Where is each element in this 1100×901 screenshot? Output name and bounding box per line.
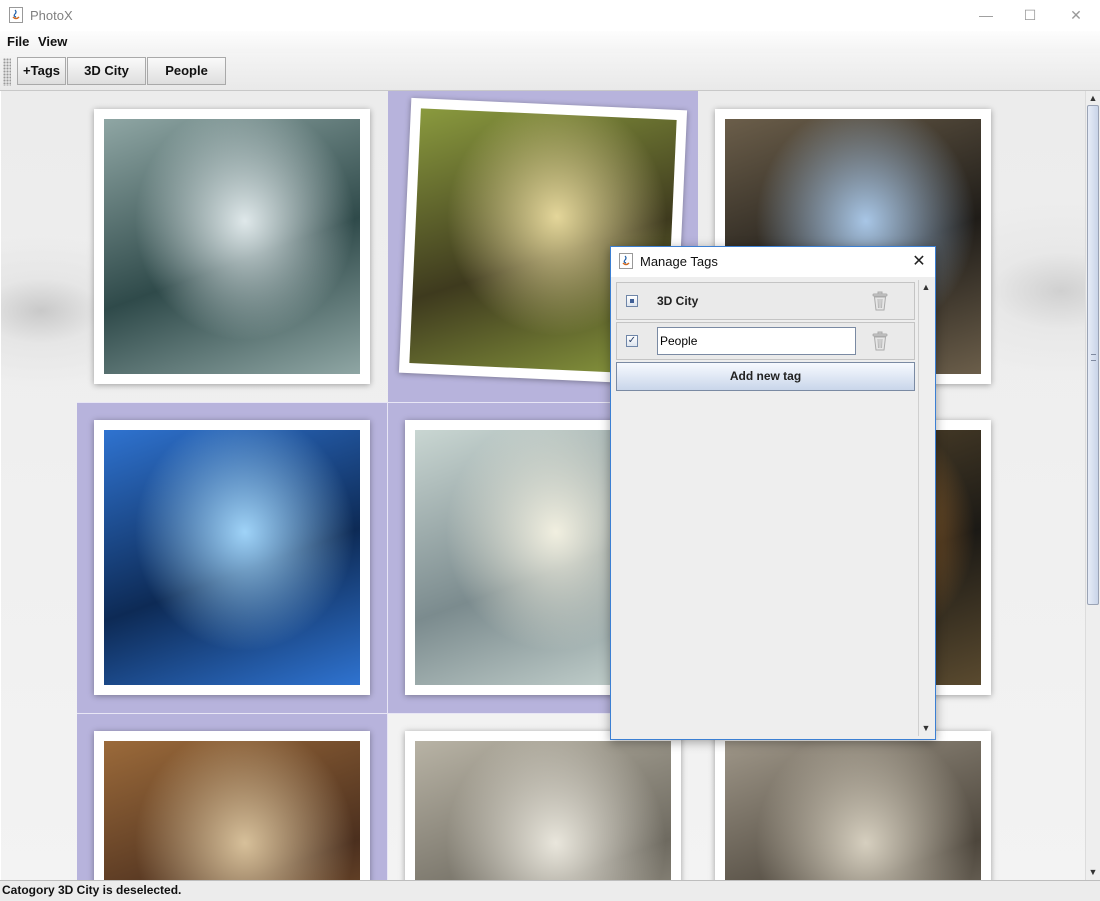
maximize-button[interactable]: ☐ bbox=[1023, 7, 1037, 23]
trash-icon[interactable] bbox=[871, 331, 889, 351]
status-message: Catogory 3D City is deselected. bbox=[2, 883, 182, 897]
photo-mechanical-city[interactable] bbox=[94, 109, 370, 384]
tag-name-field[interactable] bbox=[657, 327, 856, 355]
tag-3d-city-checkbox[interactable] bbox=[626, 295, 638, 307]
toolbar: +Tags 3D City People bbox=[0, 53, 1100, 91]
minimize-button[interactable]: — bbox=[979, 7, 993, 23]
dialog-titlebar: Manage Tags ✕ bbox=[611, 247, 935, 277]
tag-row-people: ✓ bbox=[616, 322, 915, 360]
menu-view[interactable]: View bbox=[38, 34, 68, 49]
photo-blue-upside-city[interactable] bbox=[94, 420, 370, 695]
grip-lines-icon bbox=[1091, 354, 1096, 361]
tag-row-3d-city: 3D City bbox=[616, 282, 915, 320]
manage-tags-dialog: Manage Tags ✕ 3D City ✓ bbox=[610, 246, 936, 740]
menu-bar: File View bbox=[0, 31, 1100, 53]
scroll-up-arrow-icon[interactable]: ▲ bbox=[1088, 93, 1098, 103]
trash-icon[interactable] bbox=[871, 291, 889, 311]
add-tags-button[interactable]: +Tags bbox=[17, 57, 66, 85]
scroll-down-arrow-icon[interactable]: ▼ bbox=[921, 723, 931, 733]
window-title: PhotoX bbox=[30, 8, 73, 23]
java-app-icon bbox=[9, 7, 23, 23]
tag-list: 3D City ✓ Add new tag bbox=[614, 280, 918, 735]
add-new-tag-button[interactable]: Add new tag bbox=[616, 362, 915, 391]
menu-file[interactable]: File bbox=[7, 34, 30, 49]
dialog-close-button[interactable]: ✕ bbox=[912, 253, 926, 270]
tag-people-checkbox[interactable]: ✓ bbox=[626, 335, 638, 347]
scroll-thumb[interactable] bbox=[1087, 105, 1099, 605]
tag-filter-people-button[interactable]: People bbox=[147, 57, 226, 85]
dialog-scrollbar[interactable]: ▲ ▼ bbox=[918, 280, 933, 736]
dialog-title: Manage Tags bbox=[640, 254, 718, 269]
toolbar-grip-handle[interactable] bbox=[3, 58, 11, 86]
scroll-up-arrow-icon[interactable]: ▲ bbox=[921, 282, 931, 292]
photo-sketch-street[interactable] bbox=[405, 731, 681, 880]
tag-filter-3d-city-button[interactable]: 3D City bbox=[67, 57, 146, 85]
cell-divider bbox=[387, 402, 388, 880]
scroll-down-arrow-icon[interactable]: ▼ bbox=[1088, 867, 1098, 877]
status-bar: Catogory 3D City is deselected. bbox=[0, 880, 1100, 901]
gallery-scrollbar[interactable]: ▲ ▼ bbox=[1085, 91, 1100, 880]
photo-airship-storm[interactable] bbox=[715, 731, 991, 880]
tag-3d-city-label[interactable]: 3D City bbox=[657, 294, 699, 308]
window-titlebar: PhotoX — ☐ ✕ bbox=[0, 0, 1100, 32]
java-app-icon bbox=[619, 253, 633, 269]
photo-cluttered-room[interactable] bbox=[94, 731, 370, 880]
close-window-button[interactable]: ✕ bbox=[1070, 7, 1082, 23]
